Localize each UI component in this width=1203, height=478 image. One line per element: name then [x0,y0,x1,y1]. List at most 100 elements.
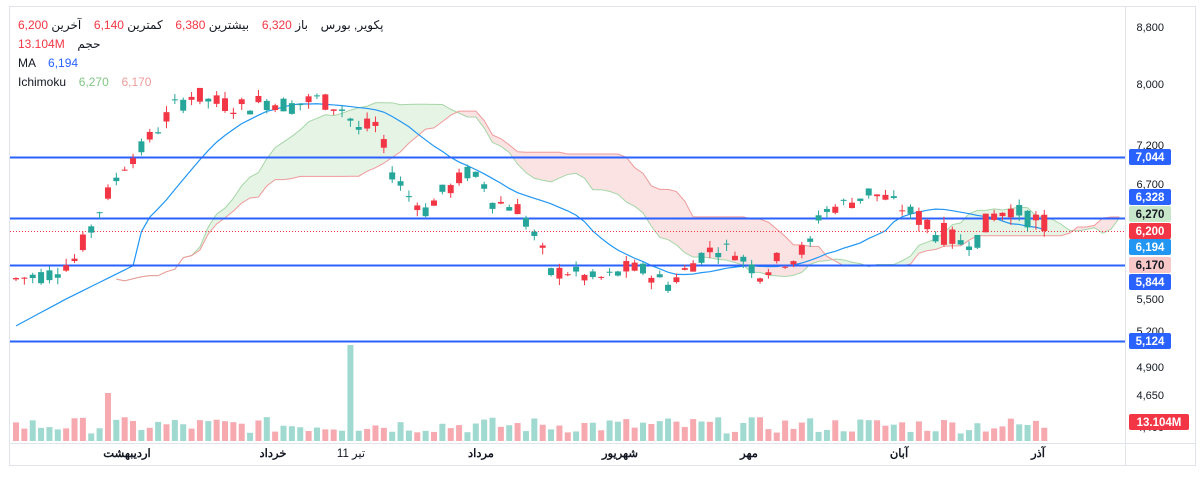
x-axis-label: 11 تیر [337,448,365,460]
candle [715,247,722,265]
legend-symbol: پکویر, بورس [320,18,384,32]
candle [606,268,613,277]
ichimoku-cloud-segment [734,216,744,266]
candle-body [263,100,270,111]
candle-body [238,99,245,105]
candle-body [464,166,471,179]
ichimoku-cloud-segment [300,121,309,177]
candle-body [548,268,555,276]
ichimoku-cloud-segment [659,189,669,240]
candle [815,210,822,224]
ichimoku-cloud-segment [325,114,334,177]
volume-bar [71,418,78,441]
volume-bar [740,422,747,441]
candle [196,87,203,105]
legend-open-value: 6,320 [261,18,292,32]
candle-body [213,95,220,104]
volume-bar [364,428,371,441]
volume-bar [104,393,111,441]
candle [890,190,897,200]
legend-volume-row: حجم 13.104M [18,35,383,54]
candle [648,275,655,290]
candle [640,262,646,276]
ichimoku-cloud-segment [902,256,911,266]
volume-bar [155,421,162,441]
candle-body [589,271,596,278]
candle-body [982,213,989,233]
candle-body [96,212,103,214]
volume-bar [21,428,28,441]
ichimoku-cloud-segment [718,216,727,261]
candle-body [556,267,563,279]
candle [589,269,596,280]
candle [481,181,488,193]
candle [915,207,922,232]
candle-body [389,172,396,180]
volume-bar [255,420,262,441]
candle-body [539,245,546,248]
ichimoku-cloud-segment [434,104,443,128]
x-axis-label: مهر [739,448,758,461]
candle-body [489,202,496,209]
candle-body [949,229,956,244]
candle [297,103,304,111]
legend-ichimoku-label: Ichimoku [18,75,67,89]
candle-body [155,132,162,134]
candle-body [1032,214,1039,221]
ichimoku-cloud-segment [400,104,409,152]
x-axis-label: آذر [1030,444,1047,461]
candle [389,166,396,183]
volume-bar [966,430,973,441]
candle [865,188,872,199]
candle [823,206,830,218]
volume-bar [573,431,580,441]
legend-ichimoku-value-2: 6,170 [121,75,152,89]
candle-body [915,211,922,225]
volume-bar [263,417,270,441]
volume-bar [857,419,864,441]
candle-body [205,98,212,102]
volume-bar [631,427,638,441]
candle [121,166,128,171]
volume-badge-bg [1129,414,1189,430]
candle-body [932,235,939,242]
volume-bar [188,428,195,441]
price-badge-label: 7,044 [1136,152,1165,164]
candle [29,272,36,284]
volume-bar [656,421,663,441]
candle-body [188,96,195,100]
candle-body [573,266,580,272]
candle-body [849,202,855,209]
candle-body [857,198,864,201]
legend-ichimoku-row: Ichimoku 6,270 6,170 [18,73,383,92]
candle-body [13,278,19,280]
volume-bar [330,429,337,441]
candle [556,263,563,286]
volume-bar [347,345,354,441]
legend-close-value: 6,200 [18,18,49,32]
ichimoku-cloud-segment [275,142,284,180]
x-axis-label: مرداد [468,447,494,461]
candle [974,234,981,250]
legend-close-label: آخرین [51,18,82,32]
volume-bar [1032,420,1039,441]
candle [539,242,546,255]
candle [1024,210,1031,232]
candle [1016,199,1023,222]
candle [205,98,212,109]
candle [96,211,103,219]
candle-body [439,184,446,192]
candle [548,267,555,277]
candle-body [355,127,362,130]
ichimoku-cloud-segment [342,110,351,177]
ichimoku-cloud-segment [760,219,769,276]
candle-body [991,213,998,220]
volume-bar [397,422,404,441]
volume-bar [773,432,780,441]
candle [422,203,429,218]
candle [698,252,705,265]
candle [940,216,947,247]
volume-bar [690,419,697,441]
ichimoku-cloud-segment [408,104,418,144]
